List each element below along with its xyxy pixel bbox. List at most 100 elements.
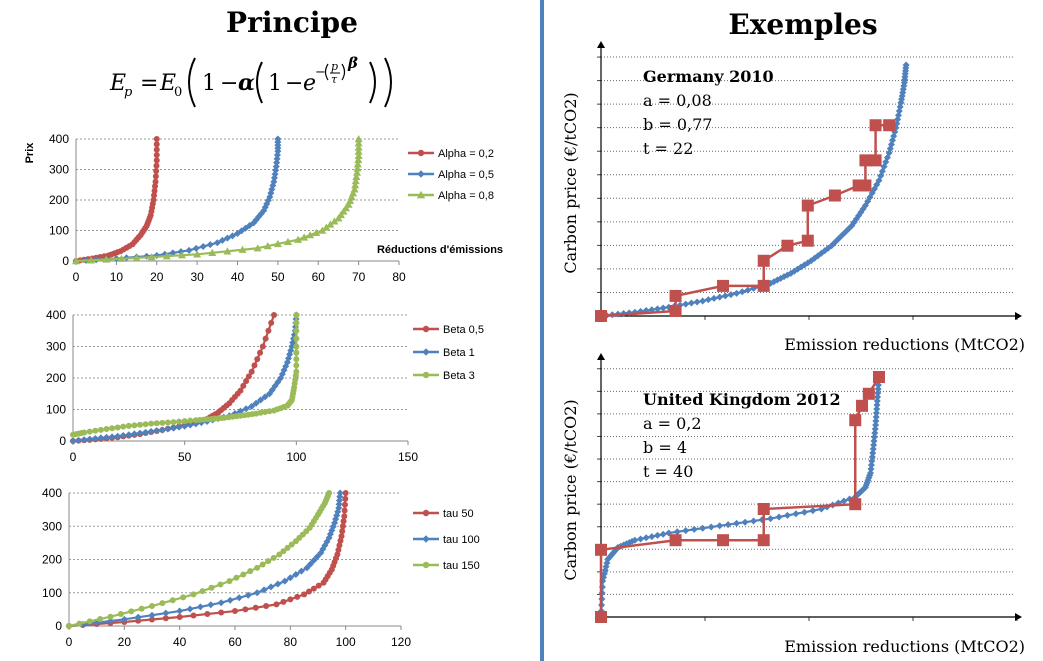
- data-point: [902, 61, 910, 69]
- data-point: [869, 119, 882, 132]
- data-point: [131, 422, 138, 429]
- data-point: [669, 289, 682, 302]
- data-point: [710, 294, 718, 302]
- formula-paren-inner-close: [369, 61, 376, 104]
- data-point: [91, 434, 99, 442]
- annotation-line: t = 22: [643, 139, 693, 158]
- data-point: [125, 422, 132, 429]
- data-point: [153, 136, 160, 142]
- data-point: [252, 399, 260, 407]
- data-point: [353, 160, 362, 168]
- data-point: [595, 611, 607, 623]
- data-point: [273, 601, 280, 608]
- data-point: [237, 407, 244, 415]
- data-point: [147, 428, 155, 436]
- data-point: [217, 581, 224, 588]
- x-tick-label: 0: [70, 450, 77, 464]
- legend-label: Beta 1: [443, 347, 475, 359]
- data-point: [874, 393, 882, 401]
- data-point: [206, 241, 214, 249]
- legend-item: Alpha = 0,2: [408, 148, 494, 160]
- data-point: [690, 525, 698, 533]
- formula: E p = E 0 1 − α 1 − e − p τ β: [109, 54, 392, 108]
- x-tick-label: 40: [173, 635, 187, 649]
- data-point: [669, 534, 682, 547]
- data-point: [223, 234, 231, 242]
- data-point: [153, 420, 160, 427]
- data-point: [716, 293, 724, 301]
- legend-item: Beta 3: [413, 370, 475, 382]
- y-tick-label: 0: [55, 619, 62, 633]
- series-2: [72, 135, 363, 265]
- formula-lhs: E: [109, 71, 126, 96]
- data-point: [266, 408, 273, 415]
- legend-item: tau 100: [413, 534, 480, 546]
- data-point: [213, 239, 221, 247]
- x-tick-label: 150: [398, 450, 418, 464]
- x-axis-arrow: [1015, 613, 1022, 621]
- data-point: [867, 469, 875, 477]
- data-point: [208, 248, 217, 256]
- formula-tau: τ: [331, 73, 338, 86]
- data-point: [306, 231, 315, 239]
- y-tick-label: 100: [46, 403, 66, 417]
- legend-label: Beta 3: [443, 370, 475, 382]
- data-point: [117, 611, 124, 618]
- data-point: [97, 426, 104, 433]
- data-point: [102, 255, 111, 263]
- data-point: [262, 335, 269, 342]
- data-point: [642, 534, 650, 542]
- data-point: [339, 528, 346, 535]
- data-point: [326, 220, 335, 228]
- data-point: [354, 151, 363, 159]
- data-point: [849, 414, 862, 427]
- data-point: [176, 607, 184, 615]
- data-point: [117, 254, 126, 262]
- chart-germany: Carbon price (€/tCO2) Emission reductions…: [561, 41, 1025, 354]
- data-point: [334, 551, 341, 558]
- data-point: [310, 585, 317, 592]
- data-point: [248, 368, 255, 375]
- data-point: [338, 533, 345, 540]
- legend-item: tau 50: [413, 508, 474, 520]
- data-point: [75, 436, 83, 444]
- x-tick-label: 100: [286, 450, 306, 464]
- data-point: [767, 515, 774, 523]
- data-point: [871, 429, 879, 437]
- data-point: [330, 217, 339, 225]
- y-axis-arrow: [597, 353, 605, 360]
- data-point: [114, 424, 121, 431]
- data-point: [306, 588, 313, 595]
- data-point: [716, 522, 724, 530]
- data-point: [859, 179, 872, 192]
- data-point: [872, 413, 880, 421]
- data-point: [354, 139, 363, 147]
- data-point: [870, 437, 878, 445]
- data-point: [699, 524, 707, 532]
- data-point: [828, 189, 841, 202]
- formula-e0: E: [159, 71, 176, 96]
- data-point: [164, 425, 172, 433]
- data-point: [287, 596, 294, 603]
- formula-alpha: α: [238, 70, 255, 96]
- data-point: [312, 228, 321, 236]
- data-point: [238, 245, 247, 253]
- data-point: [741, 518, 749, 526]
- data-point: [153, 427, 161, 435]
- data-point: [186, 605, 194, 613]
- data-point: [152, 178, 159, 185]
- annotation-line: b = 0,77: [643, 115, 712, 134]
- data-point: [869, 445, 877, 453]
- data-point: [169, 597, 176, 604]
- data-point: [281, 577, 289, 585]
- data-point: [120, 423, 127, 430]
- data-point: [872, 417, 880, 425]
- data-point: [86, 435, 94, 443]
- data-point: [108, 433, 116, 441]
- formula-lhs-sub: p: [124, 85, 133, 100]
- data-point: [193, 250, 202, 258]
- legend-marker: [422, 509, 430, 517]
- data-point: [262, 409, 269, 416]
- data-point: [859, 154, 872, 167]
- data-point: [306, 560, 314, 568]
